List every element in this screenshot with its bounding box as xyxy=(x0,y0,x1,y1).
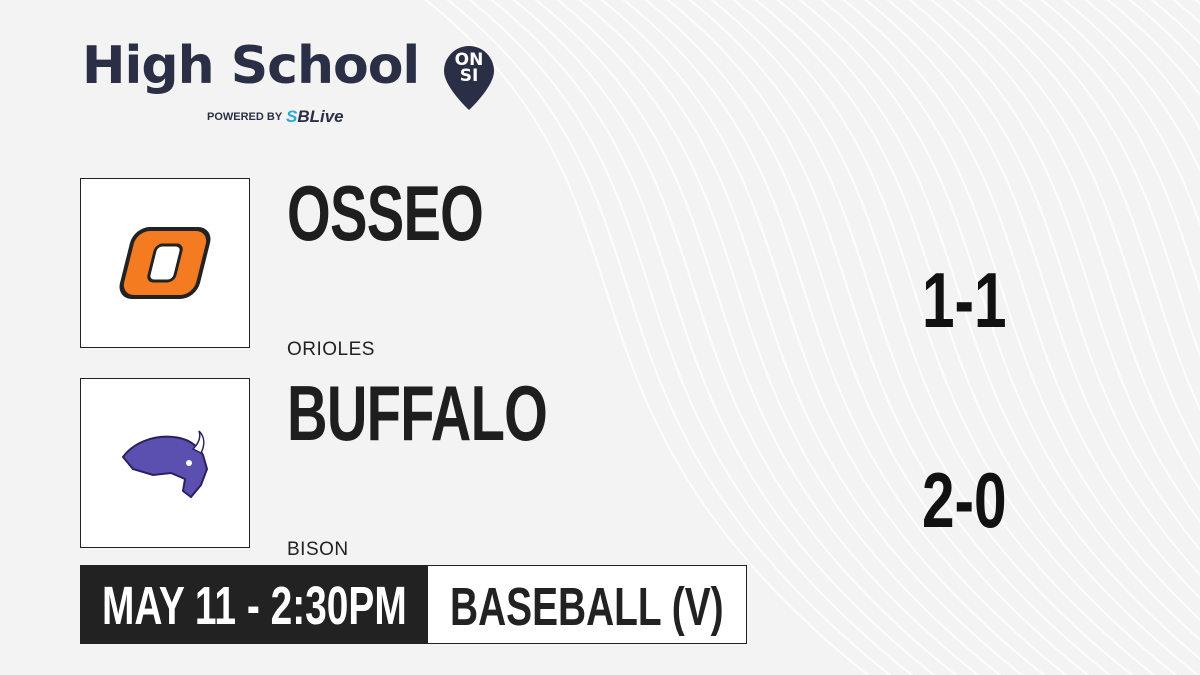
wave-line xyxy=(974,0,1200,412)
wave-line xyxy=(622,0,1068,675)
brand-title: High School xyxy=(82,36,420,96)
team-name-away: BUFFALO xyxy=(287,369,548,457)
team-logo-buffalo xyxy=(80,378,250,548)
badge-top: ON xyxy=(454,50,484,70)
team-mascot-home: ORIOLES xyxy=(287,339,375,360)
on-si-pin-logo: ON SI xyxy=(442,44,496,112)
wave-line xyxy=(1128,0,1200,70)
team-logo-osseo xyxy=(80,178,250,348)
wave-line xyxy=(556,0,1002,675)
game-sport-box: BASEBALL (V) xyxy=(427,565,747,644)
wave-line xyxy=(688,0,1134,675)
wave-line xyxy=(952,0,1200,456)
wave-line xyxy=(754,0,1200,675)
team-record-home: 1-1 xyxy=(922,256,1007,344)
team-mascot-away: BISON xyxy=(287,539,349,560)
wave-line xyxy=(666,0,1112,675)
powered-by: POWERED BY xyxy=(207,111,283,123)
wave-line xyxy=(1062,0,1200,173)
wave-line xyxy=(996,0,1200,358)
game-datetime: MAY 11 - 2:30PM xyxy=(102,576,407,636)
wave-line xyxy=(1150,0,1200,46)
team-name-home: OSSEO xyxy=(287,169,484,257)
wave-line xyxy=(820,0,1200,621)
wave-line xyxy=(534,0,980,675)
wave-line xyxy=(710,0,1156,675)
wave-line xyxy=(776,0,1200,660)
wave-line xyxy=(886,0,1200,552)
wave-line xyxy=(1084,0,1200,131)
wave-line xyxy=(930,0,1200,492)
wave-line xyxy=(600,0,1046,675)
badge-bottom: SI xyxy=(459,66,479,86)
wave-line xyxy=(732,0,1178,675)
team-record-away: 2-0 xyxy=(922,456,1007,544)
game-datetime-box: MAY 11 - 2:30PM xyxy=(80,565,427,644)
sblive-logo: SBLive xyxy=(286,107,344,126)
wave-line xyxy=(1040,0,1200,227)
osseo-o-logo xyxy=(119,227,211,299)
wave-line xyxy=(490,0,936,675)
wave-line xyxy=(1018,0,1200,294)
wave-line xyxy=(842,0,1200,600)
bison-logo xyxy=(121,430,209,499)
wave-line xyxy=(864,0,1200,577)
wave-line xyxy=(446,0,892,675)
game-sport: BASEBALL (V) xyxy=(450,577,724,637)
wave-line xyxy=(512,0,958,675)
wave-line xyxy=(468,0,914,675)
wave-line xyxy=(644,0,1090,675)
wave-line xyxy=(578,0,1024,675)
wave-line xyxy=(424,0,870,675)
wave-line xyxy=(1106,0,1200,97)
wave-line xyxy=(798,0,1200,641)
wave-line xyxy=(908,0,1200,524)
wave-line xyxy=(1194,0,1200,5)
